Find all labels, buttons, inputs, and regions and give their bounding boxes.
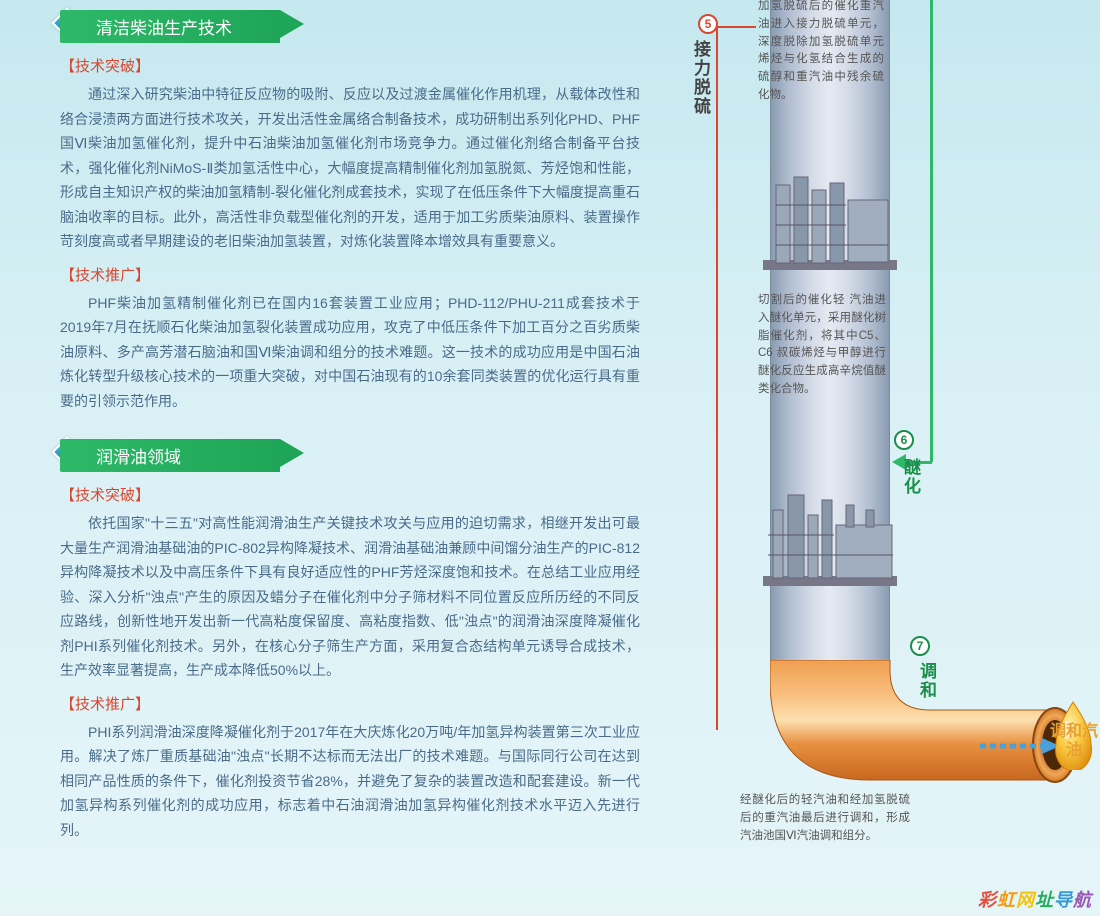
process-diagram: 5 接力脱硫 加氢脱硫后的催化重汽油进入接力脱硫单元，深度脱除加氢脱硫单元烯烃与… (680, 0, 1100, 916)
annotation-5: 加氢脱硫后的催化重汽油进入接力脱硫单元，深度脱除加氢脱硫单元烯烃与化氢结合生成的… (758, 0, 884, 105)
body-paragraph: 通过深入研究柴油中特征反应物的吸附、反应以及过渡金属催化作用机理，从载体改性和络… (60, 82, 640, 254)
body-paragraph: 依托国家"十三五"对高性能润滑油生产关键技术攻关与应用的迫切需求，相继开发出可最… (60, 511, 640, 683)
subheader-breakthrough: 【技术突破】 (60, 484, 640, 505)
refinery-illustration (758, 165, 902, 275)
body-paragraph: PHI系列润滑油深度降凝催化剂于2017年在大庆炼化20万吨/年加氢异构装置第三… (60, 720, 640, 843)
red-connector (716, 26, 718, 730)
refinery-illustration (758, 480, 902, 590)
step-number-6: 6 (894, 430, 914, 450)
annotation-6: 切割后的催化轻 汽油进入醚化单元，采用醚化树脂催化剂，将其中C5、C6 叔碳烯烃… (758, 292, 886, 399)
watermark: 彩虹网址导航 (978, 886, 1092, 912)
subheader-promotion: 【技术推广】 (60, 264, 640, 285)
result-label: 调和汽油 (1050, 722, 1098, 760)
red-connector (716, 26, 756, 28)
annotation-7: 经醚化后的轻汽油和经加氢脱硫后的重汽油最后进行调和，形成汽油池国Ⅵ汽油调和组分。 (740, 792, 910, 845)
green-connector (930, 0, 933, 462)
body-paragraph: PHF柴油加氢精制催化剂已在国内16套装置工业应用；PHD-112/PHU-21… (60, 291, 640, 414)
section-title: 清洁柴油生产技术 (60, 10, 280, 43)
step-label-7: 调和 (914, 662, 939, 700)
section-header-lube: 润滑油领域 (60, 439, 640, 472)
subheader-breakthrough: 【技术突破】 (60, 55, 640, 76)
article-left-column: 清洁柴油生产技术 【技术突破】 通过深入研究柴油中特征反应物的吸附、反应以及过渡… (60, 10, 640, 842)
step-number-5: 5 (698, 14, 718, 34)
section-title: 润滑油领域 (60, 439, 280, 472)
step-label-5: 接力脱硫 (688, 40, 713, 116)
section-header-diesel: 清洁柴油生产技术 (60, 10, 640, 43)
step-number-7: 7 (910, 636, 930, 656)
subheader-promotion: 【技术推广】 (60, 693, 640, 714)
